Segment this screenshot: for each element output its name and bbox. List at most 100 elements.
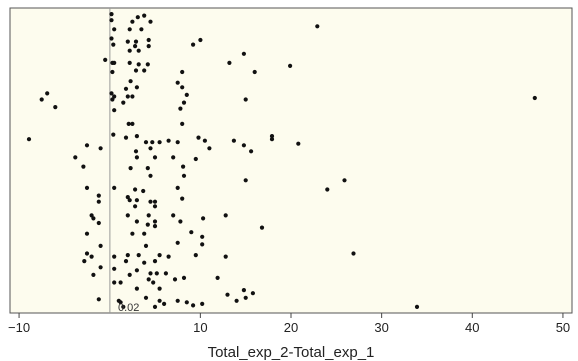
data-point xyxy=(73,155,78,160)
x-tick-label: 10 xyxy=(193,320,207,335)
data-point xyxy=(184,92,189,97)
data-point xyxy=(139,27,144,32)
data-point xyxy=(532,95,537,101)
data-point xyxy=(103,57,108,63)
data-point xyxy=(243,295,248,300)
data-point xyxy=(193,253,198,258)
data-point xyxy=(148,199,153,204)
data-point xyxy=(53,105,58,110)
data-point xyxy=(125,253,130,258)
data-point xyxy=(125,195,130,200)
data-point xyxy=(249,149,254,154)
data-point xyxy=(134,268,139,273)
data-point xyxy=(125,213,130,218)
data-point xyxy=(166,138,171,143)
reference-line-label: 0.02 xyxy=(118,302,139,314)
data-point xyxy=(133,44,138,49)
data-point xyxy=(142,13,147,18)
data-point xyxy=(145,222,150,227)
data-point xyxy=(141,188,146,194)
data-point xyxy=(152,199,158,204)
data-point xyxy=(146,277,151,282)
data-point xyxy=(157,253,162,258)
data-point xyxy=(200,242,205,247)
x-tick-label: 40 xyxy=(465,320,479,335)
data-point xyxy=(315,24,320,29)
data-point xyxy=(82,259,87,264)
data-point xyxy=(127,272,132,277)
data-point xyxy=(109,91,114,96)
data-point xyxy=(111,42,116,47)
data-point xyxy=(134,286,139,291)
data-point xyxy=(134,85,139,90)
data-point xyxy=(121,100,126,105)
data-point xyxy=(178,106,183,111)
data-point xyxy=(250,291,255,296)
x-tick-label: −10 xyxy=(8,320,30,335)
data-point xyxy=(143,243,149,248)
data-point xyxy=(207,146,212,151)
data-point xyxy=(296,141,301,146)
data-point xyxy=(130,19,135,24)
data-point xyxy=(163,271,168,276)
data-point xyxy=(121,304,126,309)
data-point xyxy=(148,146,153,151)
data-point xyxy=(180,85,185,90)
data-point xyxy=(215,275,220,280)
data-point xyxy=(133,204,138,209)
data-point xyxy=(148,19,153,24)
data-point xyxy=(154,271,159,276)
data-point xyxy=(112,280,117,285)
data-point xyxy=(112,108,117,113)
data-point xyxy=(175,240,180,245)
data-point xyxy=(175,80,180,85)
data-point xyxy=(133,39,139,44)
data-point xyxy=(84,143,90,148)
data-point xyxy=(142,68,147,73)
data-point xyxy=(98,265,103,270)
data-point xyxy=(84,251,90,256)
data-point xyxy=(125,94,130,99)
data-point xyxy=(181,164,186,169)
data-point xyxy=(84,185,90,190)
data-point xyxy=(81,164,86,169)
data-point xyxy=(134,155,139,160)
data-point xyxy=(180,121,185,126)
data-point xyxy=(162,301,167,306)
data-point xyxy=(127,48,132,53)
data-point xyxy=(172,277,178,282)
data-point xyxy=(96,199,101,204)
data-point xyxy=(112,60,117,65)
data-point xyxy=(148,173,153,178)
data-point xyxy=(145,62,150,67)
data-point xyxy=(152,224,158,229)
data-point xyxy=(223,213,228,218)
data-point xyxy=(189,230,194,235)
data-point xyxy=(151,280,156,285)
data-point xyxy=(288,63,293,68)
data-point xyxy=(414,304,420,309)
data-point xyxy=(200,301,205,306)
x-tick-label: 30 xyxy=(374,320,388,335)
data-point xyxy=(126,121,131,126)
data-point xyxy=(123,259,129,264)
data-point xyxy=(127,198,132,203)
data-point xyxy=(130,231,135,236)
data-point xyxy=(181,173,187,178)
data-point xyxy=(133,187,138,192)
data-point xyxy=(243,97,248,102)
data-point xyxy=(112,185,117,190)
data-point xyxy=(171,213,176,218)
data-point xyxy=(109,18,114,23)
data-point xyxy=(181,100,187,105)
data-point xyxy=(325,187,330,192)
data-point xyxy=(152,259,158,264)
data-point xyxy=(118,300,123,305)
data-point xyxy=(241,143,246,148)
data-point xyxy=(118,280,123,285)
data-point xyxy=(241,51,246,56)
data-point xyxy=(96,193,101,198)
data-point xyxy=(89,254,94,259)
data-point xyxy=(133,149,139,154)
data-point xyxy=(175,185,180,190)
